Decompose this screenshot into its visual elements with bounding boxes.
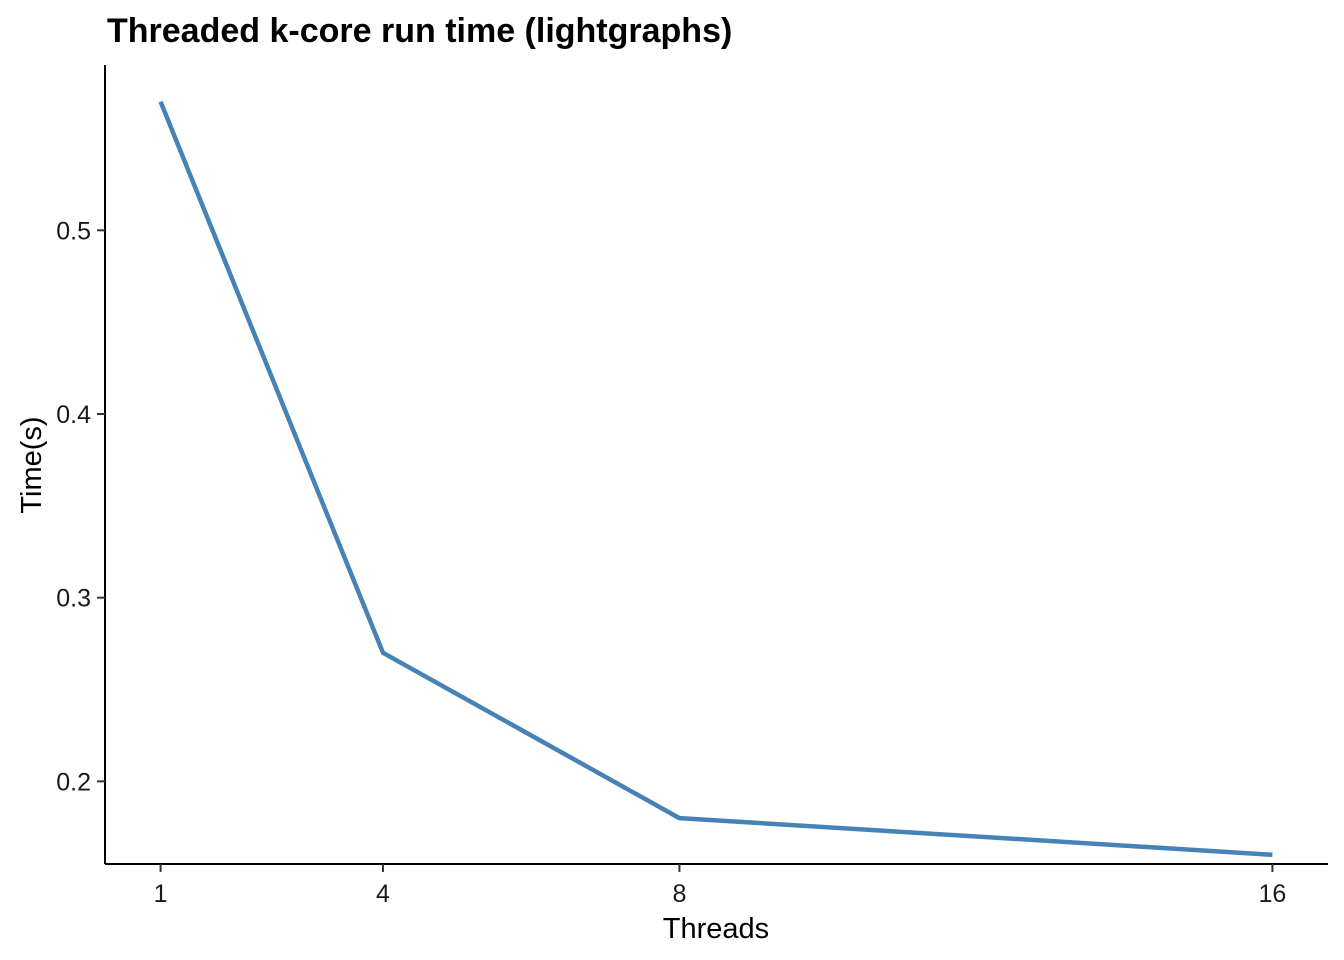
x-tick-label: 16 [1259,880,1287,908]
y-tick-label: 0.5 [56,217,91,245]
x-tick-label: 4 [376,880,390,908]
x-axis-title: Threads [663,913,769,945]
chart-title: Threaded k-core run time (lightgraphs) [107,12,733,50]
y-ticks: 0.2 0.3 0.4 0.5 [56,217,105,796]
y-tick-label: 0.3 [56,585,91,613]
series-line [158,100,1273,858]
x-tick-label: 8 [672,880,686,908]
y-tick-label: 0.2 [56,768,91,796]
y-tick-label: 0.4 [56,401,91,429]
x-ticks: 1 4 8 16 [154,864,1287,908]
axes [104,65,1328,865]
x-tick-label: 1 [154,880,168,908]
y-axis-title: Time(s) [16,416,48,513]
